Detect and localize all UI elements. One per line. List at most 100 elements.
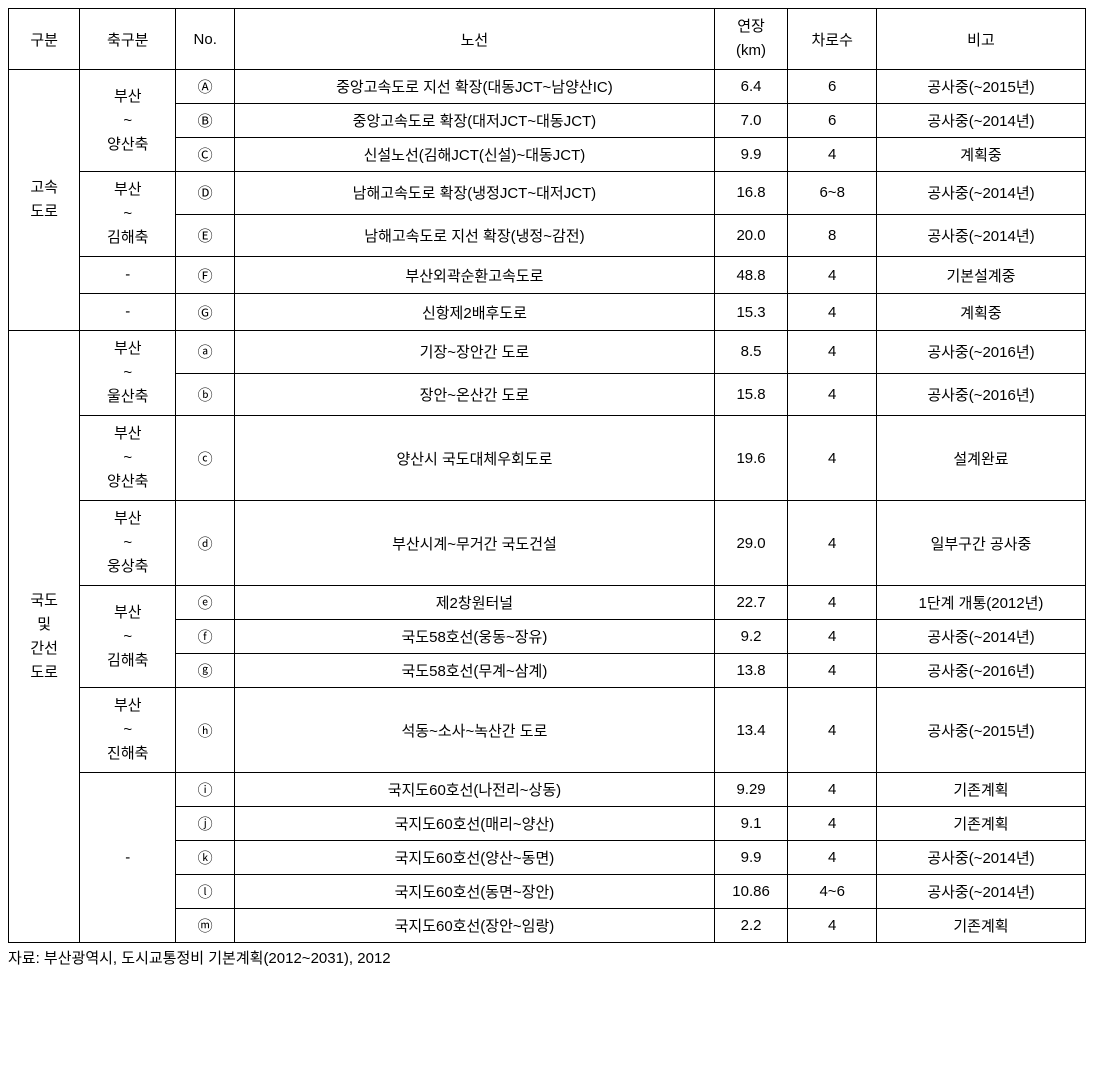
cell-axis: 부산~김해축 xyxy=(80,172,176,257)
cell-lanes: 4 xyxy=(788,688,877,773)
header-axis: 축구분 xyxy=(80,9,176,70)
table-row: 부산~양산축ⓒ양산시 국도대체우회도로19.64설계완료 xyxy=(9,416,1086,501)
cell-lanes: 4 xyxy=(788,841,877,875)
cell-no: Ⓑ xyxy=(176,104,235,138)
cell-lanes: 4 xyxy=(788,294,877,331)
cell-gubun: 고속도로 xyxy=(9,70,80,331)
cell-length: 20.0 xyxy=(714,214,788,257)
cell-length: 48.8 xyxy=(714,257,788,294)
header-route: 노선 xyxy=(235,9,714,70)
cell-axis: 부산~양산축 xyxy=(80,70,176,172)
cell-route: 남해고속도로 확장(냉정JCT~대저JCT) xyxy=(235,172,714,215)
cell-lanes: 4 xyxy=(788,909,877,943)
cell-route: 국지도60호선(매리~양산) xyxy=(235,807,714,841)
cell-no: Ⓕ xyxy=(176,257,235,294)
cell-length: 9.29 xyxy=(714,773,788,807)
cell-route: 제2창원터널 xyxy=(235,586,714,620)
cell-note: 계획중 xyxy=(876,294,1085,331)
cell-note: 공사중(~2014년) xyxy=(876,172,1085,215)
cell-no: Ⓓ xyxy=(176,172,235,215)
cell-gubun: 국도및간선도로 xyxy=(9,331,80,943)
cell-lanes: 4 xyxy=(788,654,877,688)
cell-route: 부산시계~무거간 국도건설 xyxy=(235,501,714,586)
cell-length: 10.86 xyxy=(714,875,788,909)
cell-no: ⓚ xyxy=(176,841,235,875)
table-row: 부산~김해축Ⓓ남해고속도로 확장(냉정JCT~대저JCT)16.86~8공사중(… xyxy=(9,172,1086,215)
cell-note: 공사중(~2014년) xyxy=(876,620,1085,654)
cell-length: 22.7 xyxy=(714,586,788,620)
cell-no: ⓘ xyxy=(176,773,235,807)
table-row: 부산~웅상축ⓓ부산시계~무거간 국도건설29.04일부구간 공사중 xyxy=(9,501,1086,586)
cell-note: 공사중(~2016년) xyxy=(876,331,1085,374)
cell-length: 9.9 xyxy=(714,841,788,875)
cell-route: 신설노선(김해JCT(신설)~대동JCT) xyxy=(235,138,714,172)
cell-no: Ⓖ xyxy=(176,294,235,331)
cell-axis: - xyxy=(80,294,176,331)
cell-lanes: 4~6 xyxy=(788,875,877,909)
cell-route: 신항제2배후도로 xyxy=(235,294,714,331)
cell-note: 계획중 xyxy=(876,138,1085,172)
cell-length: 6.4 xyxy=(714,70,788,104)
cell-route: 양산시 국도대체우회도로 xyxy=(235,416,714,501)
table-row: -Ⓖ신항제2배후도로15.34계획중 xyxy=(9,294,1086,331)
source-citation: 자료: 부산광역시, 도시교통정비 기본계획(2012~2031), 2012 xyxy=(8,947,1086,968)
cell-no: Ⓐ xyxy=(176,70,235,104)
cell-lanes: 4 xyxy=(788,501,877,586)
cell-note: 공사중(~2015년) xyxy=(876,70,1085,104)
cell-note: 공사중(~2016년) xyxy=(876,654,1085,688)
cell-lanes: 4 xyxy=(788,416,877,501)
table-body: 고속도로부산~양산축Ⓐ중앙고속도로 지선 확장(대동JCT~남양산IC)6.46… xyxy=(9,70,1086,943)
cell-route: 기장~장안간 도로 xyxy=(235,331,714,374)
header-length: 연장(km) xyxy=(714,9,788,70)
cell-length: 15.8 xyxy=(714,373,788,416)
cell-lanes: 4 xyxy=(788,138,877,172)
cell-note: 1단계 개통(2012년) xyxy=(876,586,1085,620)
cell-note: 공사중(~2014년) xyxy=(876,104,1085,138)
cell-lanes: 8 xyxy=(788,214,877,257)
cell-axis: 부산~양산축 xyxy=(80,416,176,501)
cell-no: ⓕ xyxy=(176,620,235,654)
table-row: 부산~진해축ⓗ석동~소사~녹산간 도로13.44공사중(~2015년) xyxy=(9,688,1086,773)
cell-lanes: 4 xyxy=(788,331,877,374)
cell-lanes: 4 xyxy=(788,257,877,294)
cell-lanes: 4 xyxy=(788,373,877,416)
cell-note: 설계완료 xyxy=(876,416,1085,501)
table-row: -Ⓕ부산외곽순환고속도로48.84기본설계중 xyxy=(9,257,1086,294)
cell-axis: 부산~웅상축 xyxy=(80,501,176,586)
cell-no: ⓓ xyxy=(176,501,235,586)
cell-route: 국지도60호선(나전리~상동) xyxy=(235,773,714,807)
cell-lanes: 4 xyxy=(788,586,877,620)
cell-no: ⓙ xyxy=(176,807,235,841)
cell-route: 국지도60호선(동면~장안) xyxy=(235,875,714,909)
cell-lanes: 6 xyxy=(788,104,877,138)
cell-no: ⓜ xyxy=(176,909,235,943)
cell-length: 29.0 xyxy=(714,501,788,586)
cell-length: 19.6 xyxy=(714,416,788,501)
cell-length: 9.1 xyxy=(714,807,788,841)
cell-length: 13.8 xyxy=(714,654,788,688)
cell-no: ⓖ xyxy=(176,654,235,688)
cell-axis: 부산~진해축 xyxy=(80,688,176,773)
cell-no: ⓗ xyxy=(176,688,235,773)
cell-length: 8.5 xyxy=(714,331,788,374)
cell-axis: - xyxy=(80,773,176,943)
table-row: 고속도로부산~양산축Ⓐ중앙고속도로 지선 확장(대동JCT~남양산IC)6.46… xyxy=(9,70,1086,104)
cell-no: Ⓒ xyxy=(176,138,235,172)
cell-note: 공사중(~2016년) xyxy=(876,373,1085,416)
cell-lanes: 4 xyxy=(788,807,877,841)
table-row: 부산~김해축ⓔ제2창원터널22.741단계 개통(2012년) xyxy=(9,586,1086,620)
road-plan-table: 구분 축구분 No. 노선 연장(km) 차로수 비고 고속도로부산~양산축Ⓐ중… xyxy=(8,8,1086,943)
cell-route: 국지도60호선(장안~임랑) xyxy=(235,909,714,943)
cell-lanes: 6 xyxy=(788,70,877,104)
cell-route: 국지도60호선(양산~동면) xyxy=(235,841,714,875)
cell-length: 13.4 xyxy=(714,688,788,773)
header-gubun: 구분 xyxy=(9,9,80,70)
cell-no: Ⓔ xyxy=(176,214,235,257)
table-row: 국도및간선도로부산~울산축ⓐ기장~장안간 도로8.54공사중(~2016년) xyxy=(9,331,1086,374)
cell-route: 중앙고속도로 지선 확장(대동JCT~남양산IC) xyxy=(235,70,714,104)
cell-note: 기존계획 xyxy=(876,909,1085,943)
cell-route: 남해고속도로 지선 확장(냉정~감전) xyxy=(235,214,714,257)
header-lanes: 차로수 xyxy=(788,9,877,70)
header-no: No. xyxy=(176,9,235,70)
cell-no: ⓑ xyxy=(176,373,235,416)
